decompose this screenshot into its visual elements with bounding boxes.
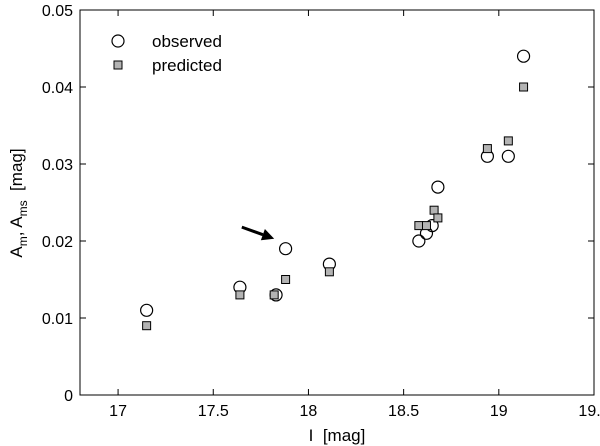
x-tick-label: 19 <box>490 403 508 420</box>
predicted-point <box>142 321 152 331</box>
y-axis-label: Am, Ams [mag] <box>7 148 30 257</box>
y-label-main: A <box>7 246 26 258</box>
legend-predicted-marker <box>113 60 123 70</box>
svg-text:Am, Ams [mag]: Am, Ams [mag] <box>7 148 30 257</box>
predicted-point <box>503 136 513 146</box>
y-label-sub1: m <box>16 236 30 246</box>
legend: observed predicted <box>111 32 222 75</box>
observed-point <box>516 49 531 63</box>
x-tick-label: 19.5 <box>578 403 600 420</box>
observed-point <box>279 242 293 256</box>
y-label-unit: [mag] <box>7 148 26 200</box>
observed-point <box>412 234 426 248</box>
y-tick-label: 0.02 <box>42 234 73 251</box>
x-tick-label: 18 <box>300 403 318 420</box>
x-tick-label: 17 <box>109 403 127 420</box>
x-tick-label: 18.5 <box>388 403 419 420</box>
legend-observed-marker <box>111 34 125 48</box>
arrow-shaft <box>241 225 264 237</box>
predicted-point <box>324 267 334 277</box>
x-axis-label: I [mag] <box>309 426 366 445</box>
arrow-head <box>260 229 275 241</box>
plot-frame <box>79 9 595 396</box>
predicted-point <box>421 221 431 231</box>
predicted-point <box>281 275 291 284</box>
predicted-point <box>235 290 245 300</box>
observed-point <box>431 180 445 194</box>
legend-label: observed <box>152 32 222 51</box>
predicted-point <box>269 290 279 300</box>
x-tick-label: 17.5 <box>198 403 229 420</box>
observed-point <box>501 149 515 163</box>
y-tick-label: 0.05 <box>42 3 73 20</box>
y-tick-label: 0.04 <box>42 80 73 97</box>
predicted-point <box>519 82 529 92</box>
data-points <box>140 49 531 331</box>
axis-ticks: 17 17.5 18 18.5 19 19.5 0 0.01 0.02 0.03 0.04 0.05 <box>42 3 600 420</box>
predicted-point <box>414 221 424 231</box>
y-tick-label: 0.01 <box>42 311 73 328</box>
y-tick-label: 0.03 <box>42 157 73 174</box>
legend-label: predicted <box>152 56 222 75</box>
y-label-sub2: ms <box>16 200 30 216</box>
observed-point <box>140 303 154 317</box>
predicted-point <box>429 205 439 215</box>
predicted-point <box>482 144 492 154</box>
annotations <box>241 225 275 241</box>
predicted-point <box>433 213 443 223</box>
y-tick-label: 0 <box>64 388 73 405</box>
y-label-sep: , A <box>7 216 26 237</box>
